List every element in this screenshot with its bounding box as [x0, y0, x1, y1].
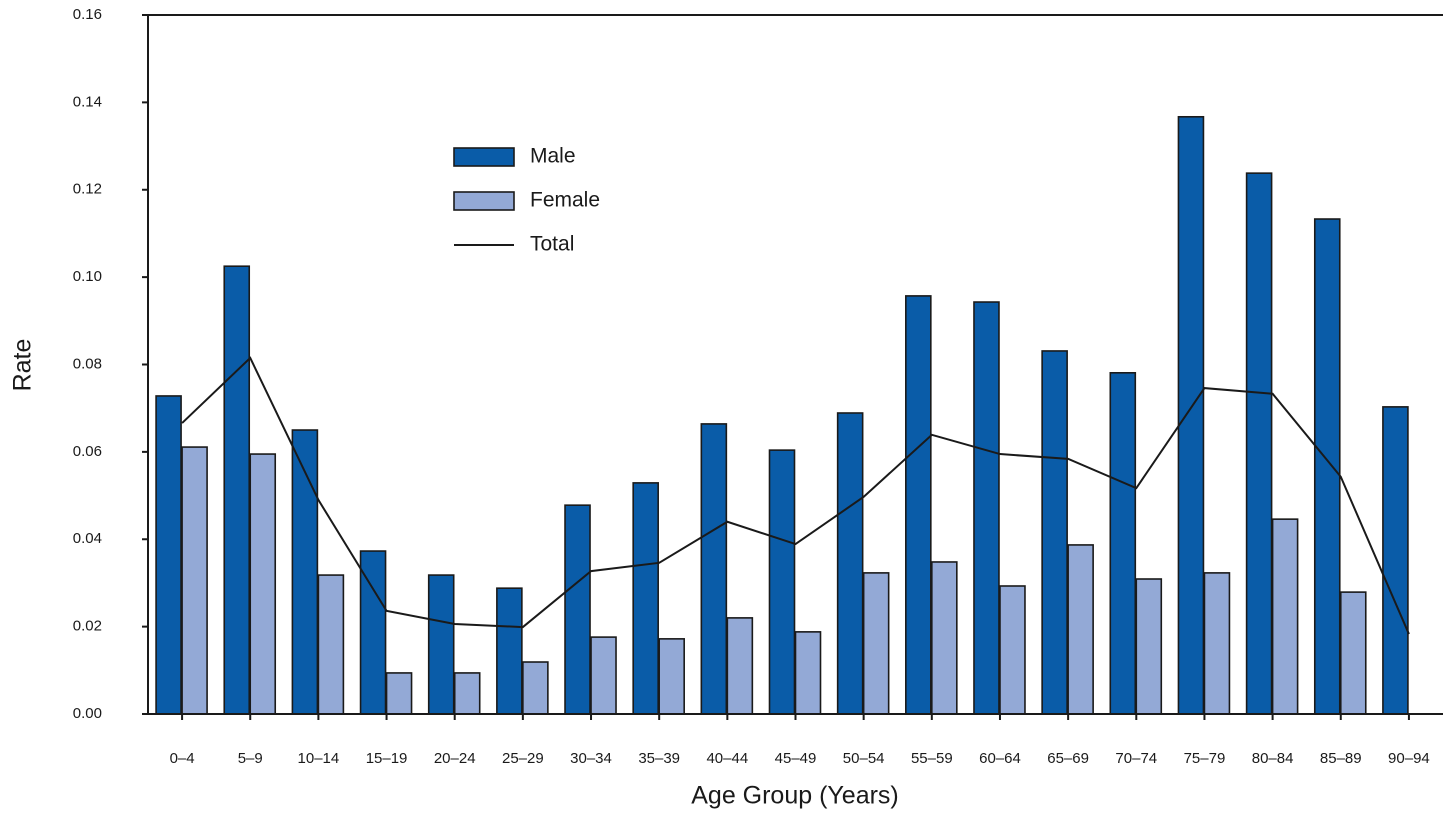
x-tick-label: 0–4: [170, 750, 195, 767]
bar: [794, 631, 822, 715]
y-tick-label: 0.14: [73, 93, 102, 110]
y-tick-label: 0.12: [73, 181, 102, 198]
y-tick-label: 0.02: [73, 618, 102, 635]
bar: [181, 446, 208, 715]
bar: [1339, 591, 1367, 715]
x-tick-label: 90–94: [1388, 750, 1430, 767]
bar: [1135, 578, 1163, 715]
bar: [1245, 172, 1273, 715]
bar: [999, 585, 1026, 715]
legend-swatch: [453, 147, 515, 167]
bar: [1313, 218, 1341, 715]
y-tick-label: 0.16: [73, 6, 102, 23]
bar: [726, 617, 754, 715]
x-tick-label: 25–29: [502, 750, 544, 767]
bar: [1271, 518, 1299, 715]
bar: [385, 672, 413, 715]
bar: [1067, 544, 1094, 715]
bar: [522, 661, 549, 715]
legend-label: Female: [530, 189, 600, 212]
x-tick-label: 10–14: [298, 750, 340, 767]
bar: [931, 561, 958, 715]
x-tick-label: 65–69: [1047, 750, 1089, 767]
bar: [249, 453, 277, 715]
x-tick-label: 85–89: [1320, 750, 1362, 767]
y-tick-label: 0.04: [73, 530, 102, 547]
bar: [155, 395, 182, 715]
x-tick-label: 20–24: [434, 750, 476, 767]
bar: [700, 423, 728, 715]
bar: [1041, 350, 1068, 715]
bar: [862, 572, 890, 715]
bar: [1109, 372, 1137, 715]
legend-label: Total: [530, 233, 574, 256]
x-tick-label: 45–49: [775, 750, 817, 767]
bar: [973, 301, 1000, 715]
bar: [453, 672, 481, 715]
legend-swatch: [453, 191, 515, 211]
x-tick-label: 75–79: [1184, 750, 1226, 767]
bar: [658, 638, 685, 715]
bar: [564, 504, 591, 715]
x-tick-label: 35–39: [638, 750, 680, 767]
y-axis-title: Rate: [9, 339, 37, 392]
bar: [590, 636, 617, 715]
x-tick-label: 30–34: [570, 750, 612, 767]
x-tick-label: 60–64: [979, 750, 1021, 767]
line: [181, 356, 1410, 635]
x-tick-label: 70–74: [1115, 750, 1157, 767]
y-tick-label: 0.06: [73, 443, 102, 460]
bar: [427, 574, 455, 715]
bar: [836, 412, 864, 715]
y-tick-label: 0.08: [73, 355, 102, 372]
x-tick-label: 55–59: [911, 750, 953, 767]
bar: [905, 295, 932, 715]
bar: [632, 482, 659, 715]
bar: [1177, 115, 1205, 715]
x-tick-label: 40–44: [706, 750, 748, 767]
y-tick-label: 0.10: [73, 268, 102, 285]
legend-label: Male: [530, 145, 576, 168]
bar: [1203, 572, 1231, 715]
bar: [291, 429, 319, 715]
x-tick-label: 5–9: [238, 750, 263, 767]
bar: [223, 265, 251, 715]
bar: [317, 574, 345, 715]
bar: [496, 587, 523, 715]
y-tick-label: 0.00: [73, 705, 102, 722]
bar: [1382, 406, 1409, 715]
x-axis-title: Age Group (Years): [691, 782, 899, 810]
x-tick-label: 15–19: [366, 750, 408, 767]
x-tick-label: 80–84: [1252, 750, 1294, 767]
x-tick-label: 50–54: [843, 750, 885, 767]
bar: [768, 449, 796, 715]
